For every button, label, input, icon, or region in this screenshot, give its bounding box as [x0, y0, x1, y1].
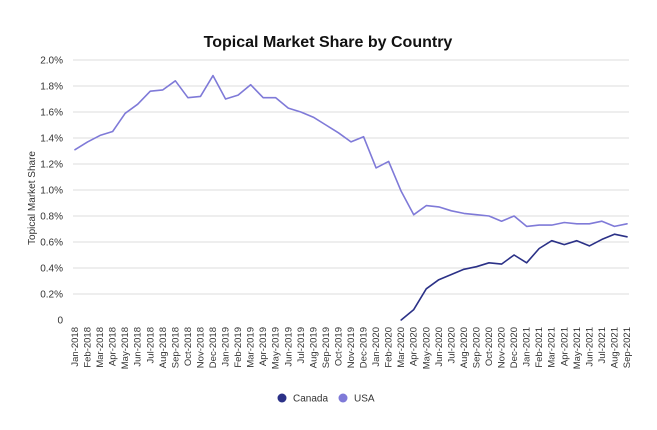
x-tick-label: Oct-2020	[484, 327, 495, 366]
chart-title: Topical Market Share by Country	[204, 34, 453, 51]
x-tick-label: Mar-2019	[246, 327, 257, 368]
x-tick-label: Nov-2019	[346, 327, 357, 368]
x-tick-label: May-2019	[271, 327, 282, 369]
gridlines	[73, 59, 629, 295]
x-tick-label: Jan-2020	[371, 327, 382, 367]
x-tick-label: Feb-2019	[233, 327, 244, 368]
x-tick-label: Jun-2018	[133, 327, 144, 367]
x-tick-label: Dec-2018	[208, 327, 219, 368]
y-tick-label: 1.4%	[40, 134, 63, 145]
x-tick-label: Mar-2020	[396, 327, 407, 368]
x-tick-label: Apr-2019	[258, 327, 269, 366]
legend-label-canada: Canada	[293, 394, 328, 405]
x-tick-label: Aug-2018	[158, 327, 169, 368]
x-tick-label: Jan-2019	[221, 327, 232, 367]
y-axis-label: Topical Market Share	[27, 151, 38, 245]
y-tick-label: 1.8%	[40, 82, 63, 93]
x-tick-label: Sep-2020	[471, 327, 482, 368]
y-tick-label: 0.2%	[40, 290, 63, 301]
x-tick-label: Mar-2018	[95, 327, 106, 368]
x-tick-label: May-2018	[120, 327, 131, 369]
x-tick-label: Jul-2020	[446, 327, 457, 363]
x-tick-label: Jul-2019	[296, 327, 307, 363]
x-tick-label: Sep-2018	[170, 327, 181, 368]
x-tick-label: Dec-2020	[509, 327, 520, 368]
x-tick-label: Oct-2019	[333, 327, 344, 366]
y-tick-label: 1.2%	[40, 160, 63, 171]
x-tick-label: Jun-2021	[584, 327, 595, 367]
x-tick-label: Dec-2019	[359, 327, 370, 368]
x-tick-label: Jun-2019	[283, 327, 294, 367]
y-tick-label: 0	[57, 316, 63, 327]
series-line-canada	[400, 233, 628, 321]
x-tick-label: Apr-2021	[559, 327, 570, 366]
y-tick-label: 0.6%	[40, 238, 63, 249]
x-tick-label: Nov-2018	[195, 327, 206, 368]
y-tick-label: 0.8%	[40, 212, 63, 223]
x-tick-label: Jul-2018	[145, 327, 156, 363]
series-line-usa	[74, 74, 628, 228]
legend: Canada USA	[277, 393, 375, 405]
y-tick-label: 0.4%	[40, 264, 63, 275]
x-tick-label: Jan-2021	[522, 327, 533, 367]
x-tick-label: Jun-2020	[434, 327, 445, 367]
y-tick-label: 2.0%	[40, 56, 63, 67]
x-tick-label: Apr-2018	[108, 327, 119, 366]
x-tick-label: Oct-2018	[183, 327, 194, 366]
x-tick-label: Nov-2020	[497, 327, 508, 368]
x-tick-label: Aug-2020	[459, 327, 470, 368]
x-tick-label: Sep-2019	[321, 327, 332, 368]
legend-marker-canada	[277, 393, 287, 403]
x-axis-ticks: Jan-2018 Feb-2018 Mar-2018 Apr-2018 May-2018…	[70, 327, 633, 369]
x-tick-label: Aug-2019	[308, 327, 319, 368]
x-tick-label: Feb-2018	[83, 327, 94, 368]
x-tick-label: Apr-2020	[409, 327, 420, 366]
x-tick-label: Jul-2021	[597, 327, 608, 363]
series-lines	[74, 74, 628, 321]
x-tick-label: Jan-2018	[70, 327, 81, 367]
x-tick-label: May-2020	[421, 327, 432, 369]
x-tick-label: Feb-2021	[534, 327, 545, 368]
legend-label-usa: USA	[354, 394, 375, 405]
y-axis-ticks: 0 0.2% 0.4% 0.6% 0.8% 1.0% 1.2% 1.4% 1.6% 1.8% 2.0…	[40, 56, 63, 327]
x-tick-label: Feb-2020	[384, 327, 395, 368]
x-tick-label: May-2021	[572, 327, 583, 369]
y-tick-label: 1.0%	[40, 186, 63, 197]
x-tick-label: Mar-2021	[547, 327, 558, 368]
y-tick-label: 1.6%	[40, 108, 63, 119]
x-tick-label: Aug-2021	[609, 327, 620, 368]
legend-marker-usa	[338, 393, 348, 403]
x-tick-label: Sep-2021	[622, 327, 633, 368]
